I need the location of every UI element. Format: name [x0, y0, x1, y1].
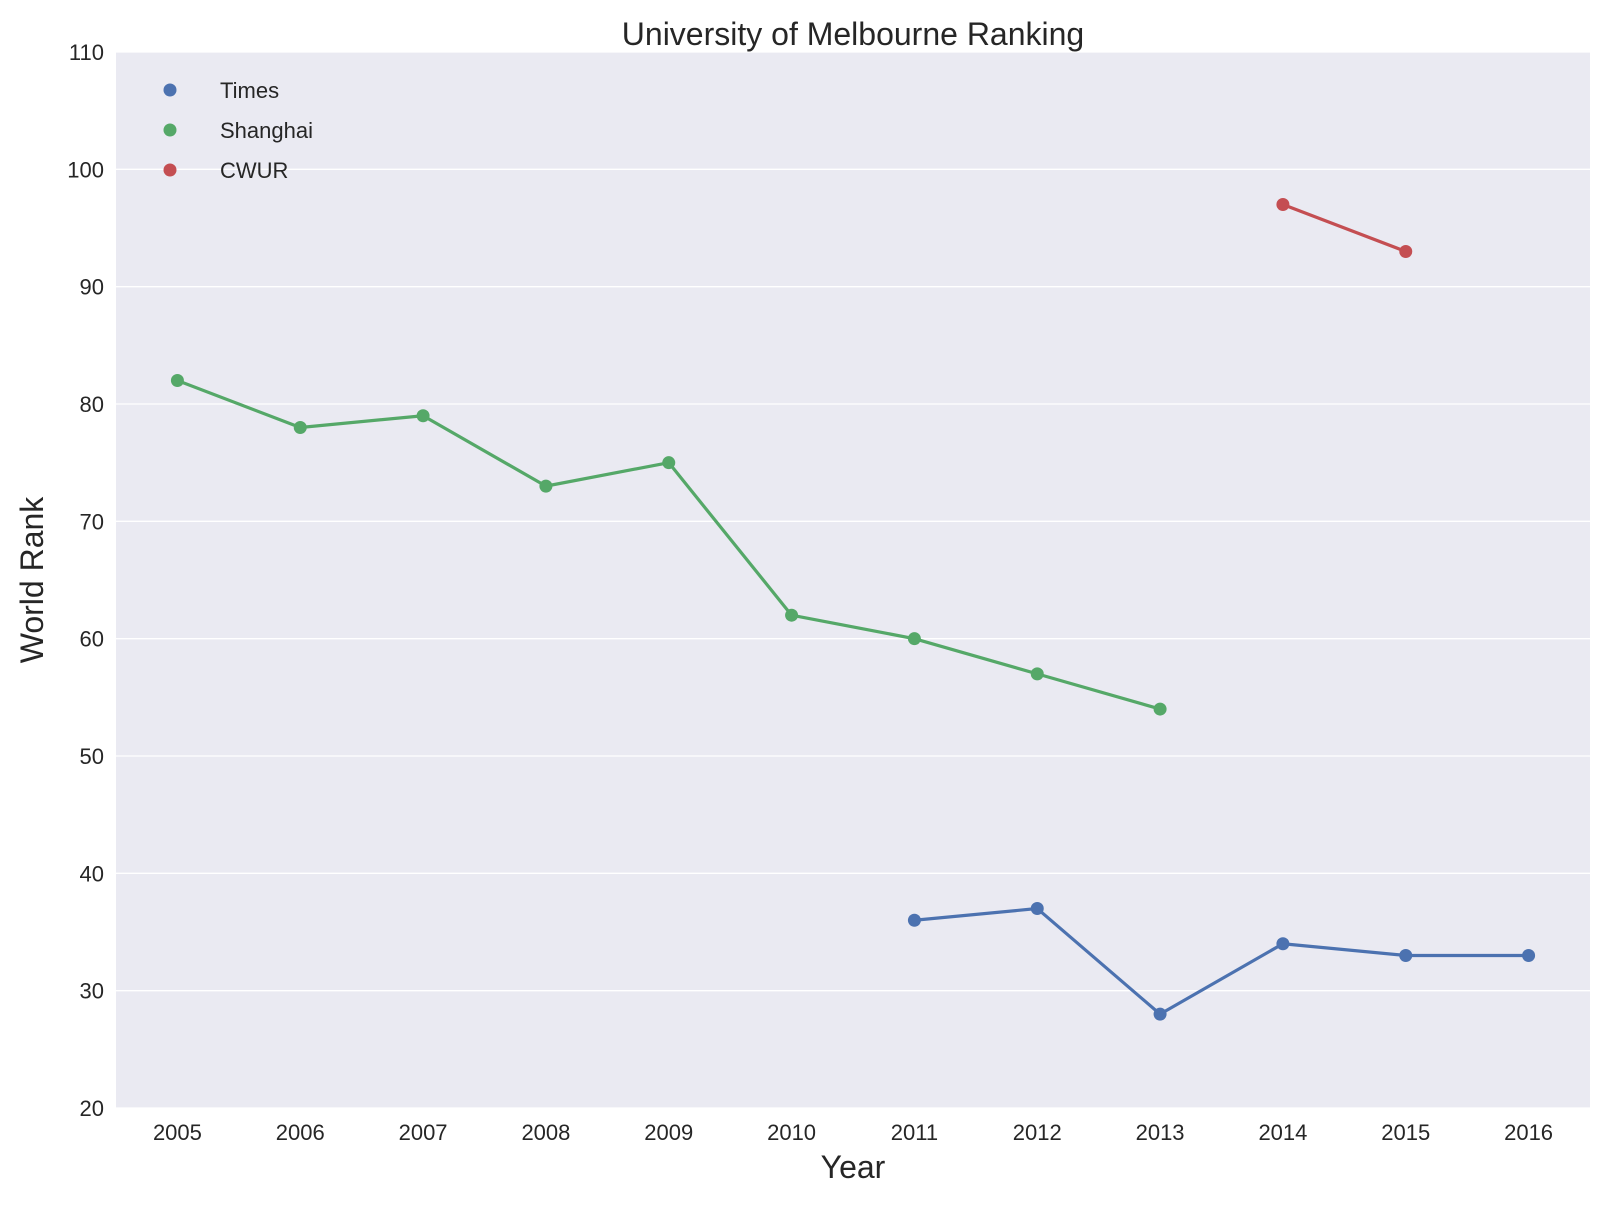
- data-point-times: [1276, 937, 1290, 951]
- data-point-shanghai: [293, 420, 307, 434]
- data-point-shanghai: [416, 409, 430, 423]
- legend-label-shanghai: Shanghai: [220, 118, 313, 143]
- x-tick-label: 2009: [644, 1120, 693, 1145]
- series-line-cwur: [1281, 202, 1408, 254]
- data-point-shanghai: [1030, 667, 1044, 681]
- x-axis-ticks: 2005 2006 2007 2008 2009 2010 2011 2012 2013 2014…: [153, 1120, 1553, 1145]
- y-tick-label: 90: [80, 275, 104, 300]
- y-tick-label: 40: [80, 861, 104, 886]
- y-tick-label: 110: [69, 40, 104, 65]
- x-tick-label: 2008: [521, 1120, 570, 1145]
- y-tick-label: 100: [67, 157, 104, 182]
- data-point-times: [1030, 902, 1044, 916]
- data-point-shanghai: [785, 608, 799, 622]
- data-point-shanghai: [170, 374, 184, 388]
- x-tick-label: 2010: [767, 1120, 816, 1145]
- data-point-times: [1522, 948, 1536, 962]
- x-tick-label: 2005: [153, 1120, 202, 1145]
- legend-marker-times: [163, 83, 177, 97]
- legend-label-times: Times: [220, 78, 279, 103]
- x-tick-label: 2006: [276, 1120, 325, 1145]
- x-tick-label: 2007: [399, 1120, 448, 1145]
- chart-title: University of Melbourne Ranking: [622, 16, 1084, 52]
- data-point-shanghai: [1153, 702, 1167, 716]
- series-line-times: [912, 906, 1531, 1016]
- plot-background: [116, 52, 1590, 1108]
- y-tick-label: 30: [80, 979, 104, 1004]
- y-tick-label: 50: [80, 744, 104, 769]
- data-point-shanghai: [539, 479, 553, 493]
- y-axis-ticks: 20 30 40 50 60 70 80 90 100 110: [67, 40, 104, 1121]
- data-point-shanghai: [662, 456, 676, 470]
- x-tick-label: 2011: [891, 1120, 938, 1145]
- data-point-times: [907, 913, 921, 927]
- legend: Times Shanghai CWUR: [163, 78, 313, 183]
- x-axis-title: Year: [821, 1149, 886, 1185]
- x-tick-label: 2012: [1013, 1120, 1062, 1145]
- x-tick-label: 2015: [1381, 1120, 1430, 1145]
- data-point-shanghai: [907, 632, 921, 646]
- legend-marker-cwur: [163, 163, 177, 177]
- legend-marker-shanghai: [163, 123, 177, 137]
- y-tick-label: 60: [80, 627, 104, 652]
- series-layer: [170, 198, 1536, 1021]
- grid: [116, 51, 1590, 1109]
- data-point-cwur: [1399, 244, 1413, 258]
- data-point-times: [1153, 1007, 1167, 1021]
- x-tick-label: 2016: [1504, 1120, 1553, 1145]
- legend-label-cwur: CWUR: [220, 158, 288, 183]
- data-point-times: [1399, 948, 1413, 962]
- x-tick-label: 2013: [1136, 1120, 1185, 1145]
- y-tick-label: 70: [80, 509, 104, 534]
- y-tick-label: 80: [80, 392, 104, 417]
- data-point-cwur: [1276, 198, 1290, 212]
- y-axis-title: World Rank: [14, 496, 50, 664]
- x-tick-label: 2014: [1258, 1120, 1307, 1145]
- y-tick-label: 20: [80, 1096, 104, 1121]
